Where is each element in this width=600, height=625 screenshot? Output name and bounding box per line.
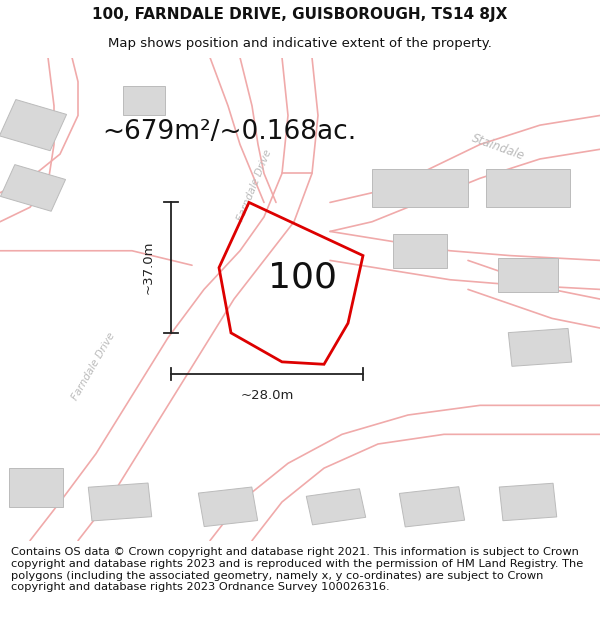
Polygon shape xyxy=(508,328,572,366)
Polygon shape xyxy=(306,489,366,525)
Text: 100: 100 xyxy=(269,261,337,294)
Text: ~28.0m: ~28.0m xyxy=(241,389,293,402)
Text: Farndale Drive: Farndale Drive xyxy=(70,331,116,402)
Text: ~37.0m: ~37.0m xyxy=(142,241,155,294)
Text: Farndale Drive: Farndale Drive xyxy=(236,148,274,222)
Polygon shape xyxy=(0,99,67,151)
Polygon shape xyxy=(372,169,468,208)
Polygon shape xyxy=(123,86,165,116)
Text: ~679m²/~0.168ac.: ~679m²/~0.168ac. xyxy=(102,119,356,146)
Text: 100, FARNDALE DRIVE, GUISBOROUGH, TS14 8JX: 100, FARNDALE DRIVE, GUISBOROUGH, TS14 8… xyxy=(92,7,508,22)
Polygon shape xyxy=(498,258,558,292)
Polygon shape xyxy=(9,468,63,507)
Polygon shape xyxy=(499,483,557,521)
Text: Map shows position and indicative extent of the property.: Map shows position and indicative extent… xyxy=(108,37,492,49)
Polygon shape xyxy=(199,487,257,527)
Polygon shape xyxy=(393,234,447,268)
Text: Staindale: Staindale xyxy=(470,131,526,162)
Polygon shape xyxy=(400,487,464,527)
Polygon shape xyxy=(88,483,152,521)
Polygon shape xyxy=(1,164,65,211)
Polygon shape xyxy=(486,169,570,208)
Text: Contains OS data © Crown copyright and database right 2021. This information is : Contains OS data © Crown copyright and d… xyxy=(11,548,583,592)
